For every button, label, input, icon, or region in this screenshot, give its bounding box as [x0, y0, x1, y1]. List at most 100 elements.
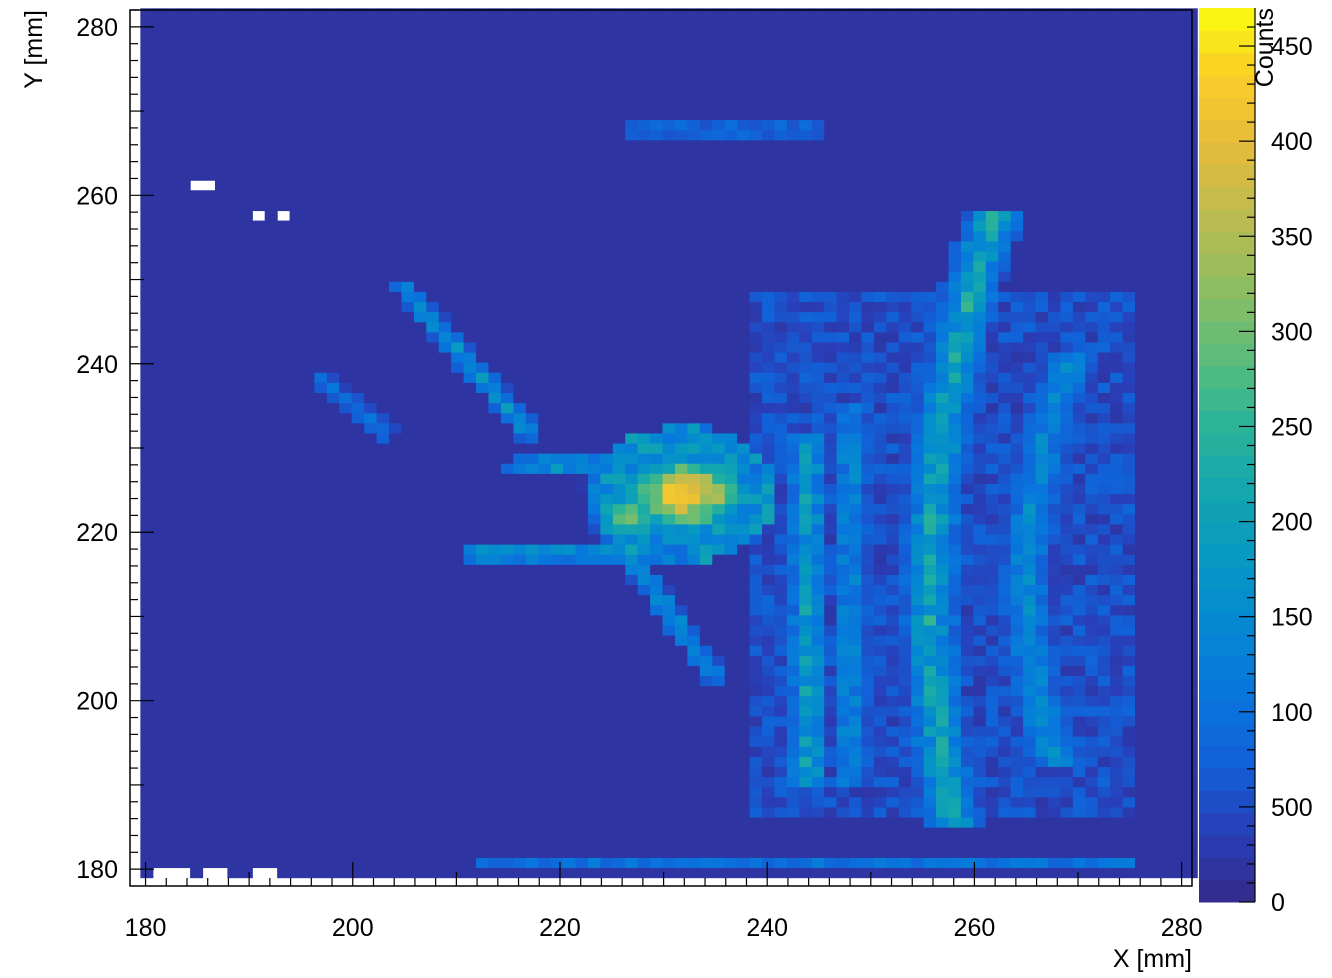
heatmap-cell [712, 533, 726, 545]
heatmap-cell [687, 473, 701, 484]
heatmap-cell [712, 816, 726, 828]
heatmap-cell [587, 574, 601, 586]
heatmap-cell [587, 99, 601, 110]
heatmap-cell [563, 513, 577, 525]
heatmap-cell [575, 685, 589, 697]
heatmap-cell [612, 756, 626, 767]
heatmap-cell [600, 331, 614, 343]
heatmap-cell [849, 756, 863, 767]
heatmap-cell [724, 402, 738, 414]
heatmap-cell [513, 503, 527, 515]
heatmap-cell [587, 715, 601, 727]
heatmap-cell [712, 200, 726, 212]
heatmap-cell [699, 503, 713, 515]
heatmap-cell [737, 736, 751, 747]
heatmap-cell [712, 624, 726, 636]
heatmap-cell [451, 513, 465, 525]
heatmap-cell [227, 584, 241, 596]
heatmap-cell [550, 483, 564, 495]
heatmap-cell [426, 786, 440, 798]
heatmap-cell [712, 220, 726, 232]
heatmap-cell [749, 271, 763, 282]
heatmap-cell [451, 574, 465, 586]
heatmap-cell [488, 453, 502, 464]
heatmap-cell [849, 422, 863, 434]
heatmap-cell [762, 220, 776, 232]
heatmap-cell [413, 715, 427, 727]
heatmap-cell [451, 149, 465, 161]
heatmap-cell [662, 453, 676, 464]
heatmap-cell [364, 806, 378, 818]
heatmap-cell [687, 139, 701, 151]
heatmap-cell [190, 331, 204, 343]
heatmap-cell [277, 513, 291, 525]
heatmap-cell [140, 301, 154, 313]
heatmap-cell [227, 776, 241, 788]
heatmap-cell [799, 311, 813, 323]
heatmap-cell [525, 18, 539, 30]
heatmap-cell [152, 837, 166, 848]
heatmap-cell [227, 362, 241, 373]
heatmap-cell [724, 89, 738, 100]
heatmap-cell [364, 544, 378, 555]
heatmap-cell [786, 271, 800, 282]
heatmap-cell [376, 109, 390, 121]
heatmap-cell [637, 210, 651, 222]
heatmap-cell [538, 766, 552, 778]
heatmap-cell [314, 89, 328, 100]
heatmap-cell [401, 129, 415, 141]
heatmap-cell [488, 8, 502, 20]
heatmap-cell [563, 271, 577, 282]
heatmap-cell [513, 250, 527, 262]
heatmap-cell [836, 382, 850, 394]
heatmap-cell [264, 614, 278, 626]
heatmap-cell [538, 483, 552, 495]
heatmap-cell [376, 8, 390, 20]
heatmap-cell [637, 736, 651, 747]
heatmap-cell [289, 442, 303, 454]
heatmap-cell [600, 170, 614, 181]
heatmap-cell [463, 594, 477, 606]
heatmap-cell [650, 38, 664, 50]
heatmap-cell [389, 655, 403, 666]
heatmap-cell [140, 806, 154, 818]
heatmap-cell [538, 493, 552, 505]
heatmap-cell [140, 48, 154, 60]
heatmap-cell [438, 301, 452, 313]
heatmap-cell [426, 827, 440, 838]
heatmap-cell [401, 513, 415, 525]
heatmap-cell [152, 311, 166, 323]
heatmap-cell [811, 301, 825, 313]
heatmap-cell [786, 149, 800, 161]
heatmap-cell [413, 796, 427, 808]
heatmap-cell [227, 432, 241, 444]
heatmap-cell [190, 776, 204, 788]
heatmap-cell [811, 129, 825, 141]
heatmap-cell [762, 159, 776, 171]
heatmap-cell [252, 675, 266, 687]
heatmap-cell [699, 796, 713, 808]
heatmap-cell [239, 8, 253, 20]
heatmap-cell [277, 776, 291, 788]
heatmap-cell [836, 149, 850, 161]
heatmap-cell [214, 149, 228, 161]
heatmap-cell [824, 58, 838, 70]
heatmap-cell [774, 58, 788, 70]
heatmap-cell [612, 321, 626, 333]
heatmap-cell [600, 675, 614, 687]
heatmap-cell [476, 271, 490, 282]
heatmap-cell [376, 210, 390, 222]
heatmap-cell [376, 554, 390, 565]
heatmap-cell [513, 564, 527, 575]
heatmap-cell [252, 513, 266, 525]
heatmap-cell [513, 58, 527, 70]
heatmap-cell [165, 786, 179, 798]
heatmap-cell [451, 624, 465, 636]
heatmap-cell [525, 99, 539, 110]
heatmap-cell [190, 503, 204, 515]
heatmap-cell [413, 806, 427, 818]
heatmap-cell [227, 655, 241, 666]
heatmap-cell [227, 230, 241, 242]
heatmap-cell [687, 867, 701, 879]
heatmap-cell [376, 453, 390, 464]
